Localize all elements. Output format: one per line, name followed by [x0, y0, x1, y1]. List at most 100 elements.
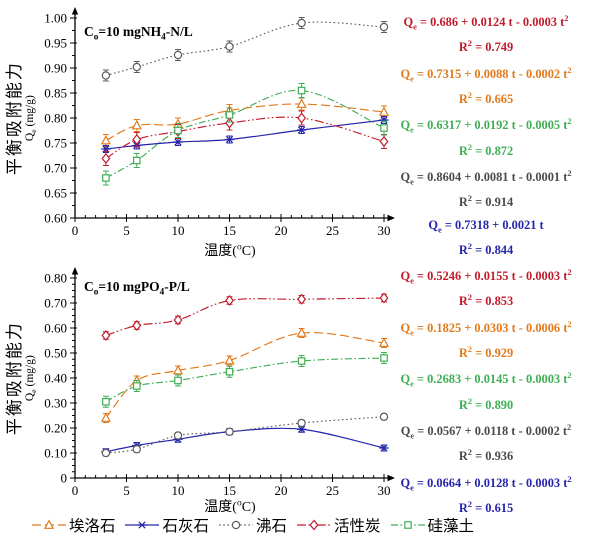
svg-text:0.80: 0.80	[44, 270, 67, 285]
svg-text:0.60: 0.60	[44, 210, 67, 225]
svg-text:0.95: 0.95	[44, 35, 67, 50]
equation-zeolite: Qe = 0.8604 + 0.0081 t - 0.0001 t2 R2 = 0…	[372, 165, 600, 211]
line-halloysite	[105, 103, 385, 142]
r-squared-text: R2 = 0.615	[458, 498, 514, 516]
legend-label-zeolite: 沸石	[255, 518, 287, 535]
svg-text:0.80: 0.80	[44, 110, 67, 125]
svg-text:0.65: 0.65	[44, 185, 67, 200]
svg-text:0: 0	[72, 223, 79, 238]
series-zeolite	[101, 412, 389, 458]
legend-marker-diatomite	[390, 521, 425, 529]
legend-label-activated_carbon: 活性炭	[334, 518, 381, 535]
legend-marker-activated_carbon	[297, 519, 331, 531]
series-activated_carbon	[101, 110, 389, 166]
svg-text:0.75: 0.75	[44, 135, 67, 150]
legend-marker-zeolite	[218, 520, 253, 530]
equation-text: Qe = 0.0567 + 0.0118 t - 0.0002 t2	[400, 422, 572, 441]
legend: 埃洛石 石灰石 沸石 活性炭 硅藻土	[0, 514, 505, 536]
svg-text:20: 20	[275, 483, 288, 498]
equation-diatomite: Qe = 0.2683 + 0.0145 t - 0.0003 t2 R2 = 0…	[372, 367, 600, 413]
svg-text:0: 0	[61, 470, 68, 485]
equation-limestone: Qe = 0.7318 + 0.0021 t R2 = 0.844	[372, 217, 600, 259]
svg-text:0.40: 0.40	[44, 370, 67, 385]
legend-marker-limestone	[125, 521, 160, 529]
svg-text:0.50: 0.50	[44, 345, 67, 360]
equation-text: Qe = 0.1825 + 0.0303 t - 0.0006 t2	[400, 318, 572, 338]
series-halloysite	[100, 97, 390, 147]
svg-text:0.70: 0.70	[44, 160, 67, 175]
equation-text: Qe = 0.8604 + 0.0081 t - 0.0001 t2	[400, 168, 572, 187]
r-squared-text: R2 = 0.749	[458, 38, 514, 55]
svg-text:0.10: 0.10	[44, 445, 67, 460]
svg-text:30: 30	[378, 223, 391, 238]
svg-text:15: 15	[223, 223, 236, 238]
line-limestone	[105, 427, 385, 453]
equation-text: Qe = 0.7318 + 0.0021 t	[428, 217, 544, 235]
svg-text:0: 0	[72, 483, 79, 498]
equation-halloysite: Qe = 0.1825 + 0.0303 t - 0.0006 t2 R2 = 0…	[372, 316, 600, 362]
y-axis-label-bottom: 平衡吸附能力 Qe (mg/g)	[4, 268, 38, 488]
legend-item-halloysite: 埃洛石	[31, 514, 116, 536]
svg-text:0.20: 0.20	[44, 420, 67, 435]
r-squared-text: R2 = 0.890	[458, 395, 514, 412]
r-squared-text: R2 = 0.936	[458, 447, 514, 464]
equation-diatomite: Qe = 0.6317 + 0.0192 t - 0.0005 t2 R2 = 0…	[372, 113, 600, 159]
svg-text:10: 10	[172, 483, 185, 498]
svg-text:1.00: 1.00	[44, 10, 67, 25]
x-axis-label-bottom: 温度(oC)	[204, 498, 256, 515]
y-axis-label-cn: 平衡吸附能力	[4, 61, 24, 176]
chart-title-po4p: Co=10 mgPO4-P/L	[84, 279, 190, 297]
r-squared-text: R2 = 0.914	[458, 193, 514, 210]
axes: 0.60 0.65 0.70 0.75 0.80 0.85 0.90 0.95 1.00 0 5 10…	[44, 7, 395, 238]
legend-label-limestone: 石灰石	[162, 518, 209, 535]
equations-po4p: Qe = 0.5246 + 0.0155 t - 0.0003 t2 R2 = 0…	[372, 264, 600, 517]
equation-activated_carbon: Qe = 0.686 + 0.0124 t - 0.0003 t2 R2 = 0.…	[372, 10, 600, 56]
series-limestone	[101, 116, 389, 153]
svg-text:25: 25	[326, 223, 339, 238]
svg-text:30: 30	[378, 483, 391, 498]
svg-text:0.30: 0.30	[44, 395, 67, 410]
equation-text: Qe = 0.2683 + 0.0145 t - 0.0003 t2	[400, 370, 572, 390]
series-activated_carbon	[101, 292, 389, 342]
chart-nh4n: 0.60 0.65 0.70 0.75 0.80 0.85 0.90 0.95 1.00 0 5 10…	[44, 7, 395, 238]
equation-text: Qe = 0.6317 + 0.0192 t - 0.0005 t2	[400, 116, 572, 136]
equation-activated_carbon: Qe = 0.5246 + 0.0155 t - 0.0003 t2 R2 = 0…	[372, 264, 600, 310]
legend-label-halloysite: 埃洛石	[68, 518, 116, 535]
svg-text:0.85: 0.85	[44, 85, 67, 100]
legend-item-diatomite: 硅藻土	[390, 514, 474, 536]
y-axis-label-cn: 平衡吸附能力	[4, 321, 24, 436]
r-squared-text: R2 = 0.853	[458, 292, 514, 309]
series-diatomite	[102, 83, 388, 186]
equation-limestone: Qe = 0.0664 + 0.0128 t - 0.0003 t2 R2 = 0…	[372, 471, 600, 517]
svg-text:10: 10	[172, 223, 185, 238]
series-halloysite	[100, 327, 390, 423]
series-zeolite	[101, 17, 389, 82]
axes: 0 0.10 0.20 0.30 0.40 0.50 0.60 0.70 0.80 0 5 10 15 2…	[44, 267, 395, 498]
svg-text:5: 5	[123, 223, 130, 238]
x-axis-label-top: 温度(oC)	[204, 242, 256, 259]
svg-text:20: 20	[275, 223, 288, 238]
svg-text:5: 5	[123, 483, 130, 498]
svg-text:0.70: 0.70	[44, 295, 67, 310]
y-axis-label-units: Qe (mg/g)	[23, 355, 38, 402]
equation-text: Qe = 0.5246 + 0.0155 t - 0.0003 t2	[400, 267, 572, 286]
equation-text: Qe = 0.0664 + 0.0128 t - 0.0003 t2	[400, 473, 572, 493]
legend-item-zeolite: 沸石	[218, 514, 287, 536]
series-limestone	[101, 425, 389, 456]
y-axis-label-units: Qe (mg/g)	[23, 95, 38, 142]
r-squared-text: R2 = 0.844	[458, 240, 514, 257]
y-axis-label-top: 平衡吸附能力 Qe (mg/g)	[4, 8, 38, 228]
equation-halloysite: Qe = 0.7315 + 0.0088 t - 0.0002 t2 R2 = 0…	[372, 62, 600, 108]
equation-text: Qe = 0.686 + 0.0124 t - 0.0003 t2	[403, 13, 569, 32]
line-diatomite	[105, 89, 385, 179]
line-activated_carbon	[105, 297, 385, 337]
svg-text:15: 15	[223, 483, 236, 498]
equation-text: Qe = 0.7315 + 0.0088 t - 0.0002 t2	[400, 64, 572, 84]
svg-text:25: 25	[326, 483, 339, 498]
r-squared-text: R2 = 0.665	[458, 89, 514, 106]
line-diatomite	[105, 357, 385, 403]
svg-text:0.90: 0.90	[44, 60, 67, 75]
legend-item-activated_carbon: 活性炭	[296, 514, 381, 536]
r-squared-text: R2 = 0.872	[458, 141, 514, 158]
